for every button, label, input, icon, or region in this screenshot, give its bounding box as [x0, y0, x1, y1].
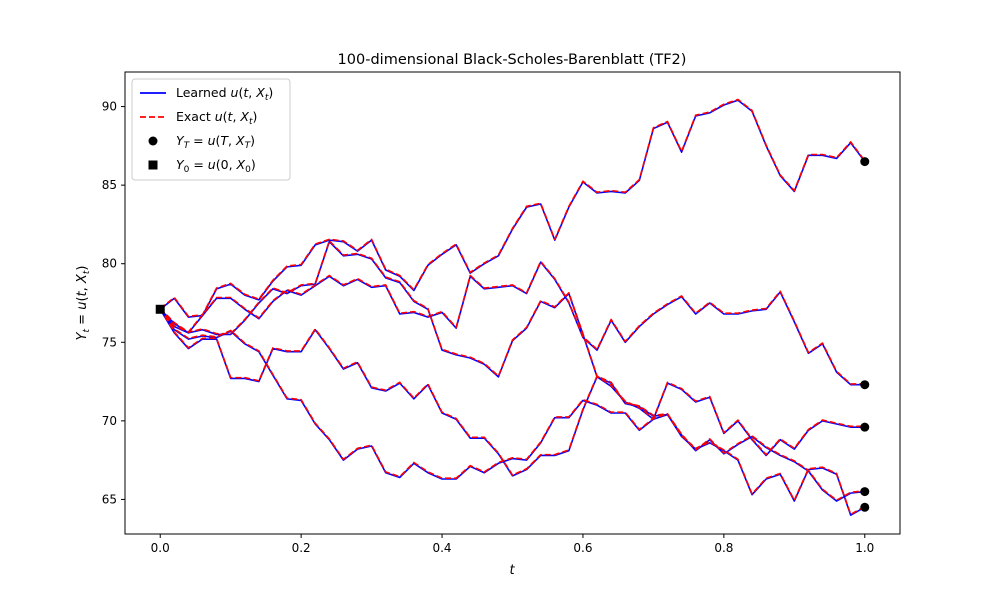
- legend-initial-label: Y0 = u(0, X0): [176, 157, 256, 175]
- terminal-point-marker: [860, 157, 870, 167]
- legend-learned-label: Learned u(t, Xt): [176, 85, 273, 103]
- exact-series-line-1: [159, 98, 866, 318]
- x-tick-label: 1.0: [855, 541, 874, 555]
- x-tick-label: 0.0: [151, 541, 170, 555]
- y-tick-label: 70: [102, 414, 117, 428]
- terminal-point-marker: [860, 422, 870, 432]
- x-tick-label: 0.8: [714, 541, 733, 555]
- y-axis: 65 70 75 80 85 90: [102, 100, 125, 506]
- y-tick-label: 75: [102, 335, 117, 349]
- y-tick-label: 65: [102, 492, 117, 506]
- y-tick-label: 90: [102, 100, 117, 114]
- x-tick-label: 0.6: [573, 541, 592, 555]
- series-lines: [159, 98, 866, 516]
- y-tick-label: 85: [102, 178, 117, 192]
- exact-series-line-5: [159, 308, 865, 502]
- terminal-point-marker: [860, 502, 870, 512]
- exact-series-line-2: [159, 260, 865, 385]
- endpoint-markers: [155, 157, 870, 512]
- legend-terminal-marker: [148, 136, 158, 146]
- x-tick-label: 0.2: [292, 541, 311, 555]
- x-axis-label: t: [509, 563, 515, 578]
- chart-title: 100-dimensional Black-Scholes-Barenblatt…: [338, 52, 687, 68]
- exact-series-line-3: [159, 240, 865, 456]
- exact-series-line-4: [159, 308, 866, 516]
- legend-exact-label: Exact u(t, Xt): [176, 109, 257, 127]
- initial-point-marker: [155, 304, 165, 314]
- legend-initial-marker: [148, 160, 158, 170]
- legend-terminal-label: YT = u(T, XT): [176, 133, 255, 151]
- x-tick-label: 0.4: [432, 541, 451, 555]
- x-axis: 0.0 0.2 0.4 0.6 0.8 1.0: [151, 534, 874, 555]
- legend: Learned u(t, Xt) Exact u(t, Xt) YT = u(T…: [131, 78, 291, 181]
- legend-box: [131, 78, 291, 181]
- terminal-point-marker: [860, 380, 870, 390]
- y-tick-label: 80: [102, 257, 117, 271]
- terminal-point-marker: [860, 487, 870, 497]
- y-axis-label: Yt = u(t, Xt): [75, 266, 92, 341]
